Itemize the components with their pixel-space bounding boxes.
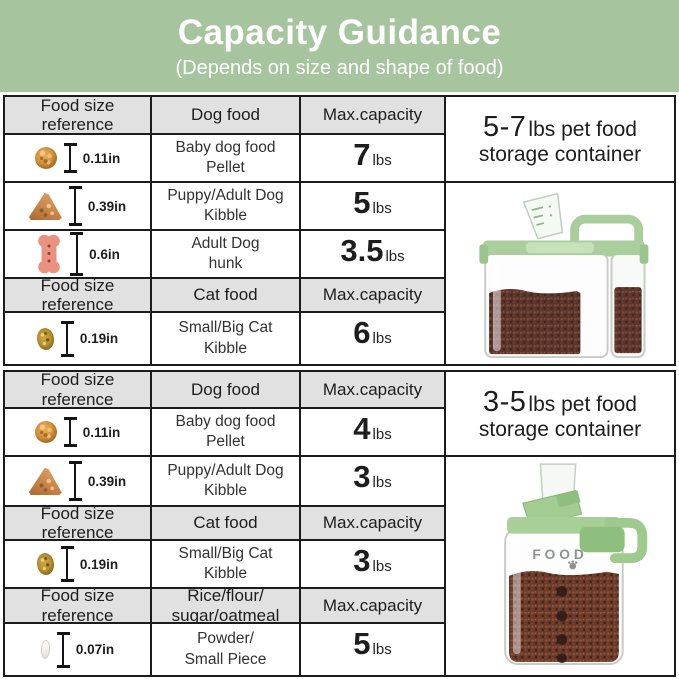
food-name-cell: Baby dog food Pellet: [152, 409, 301, 457]
capacity-table-3-5lbs: Food size reference Dog food Max.capacit…: [3, 370, 676, 677]
header-dog-food: Dog food: [152, 372, 301, 409]
header-food-size-reference: Food size reference: [5, 372, 152, 409]
food-name-cell: Baby dog food Pellet: [152, 135, 301, 183]
capacity-value: 3.5: [340, 233, 384, 268]
header-cat-food: Cat food: [152, 507, 301, 541]
capacity-value: 6: [353, 315, 371, 350]
capacity-cell: 7 lbs: [301, 135, 446, 183]
triangle-kibble-icon: [28, 192, 62, 220]
size-reference-cell: 0.6in: [5, 231, 152, 279]
measuring-cup: [522, 192, 564, 239]
measure-ruler-icon: [56, 631, 70, 668]
cat-kibble-icon: [35, 552, 56, 576]
food-name-cell: Small/Big Cat Kibble: [152, 541, 301, 589]
header-max-capacity: Max.capacity: [301, 372, 446, 409]
capacity-unit: lbs: [372, 641, 392, 658]
lid-latch-right: [639, 243, 649, 264]
capacity-unit: lbs: [372, 330, 392, 347]
measure-ruler-icon: [70, 232, 84, 276]
food-name-cell: Puppy/Adult Dog Kibble: [152, 183, 301, 231]
measure-ruler-icon: [63, 143, 77, 173]
header-food-size-reference: Food size reference: [5, 279, 152, 313]
rice-grain-icon: [40, 639, 51, 660]
food-name-cell: Powder/ Small Piece: [152, 624, 301, 675]
header-max-capacity: Max.capacity: [301, 279, 446, 313]
storage-container-3-5lbs-illustration: FOOD: [504, 463, 648, 665]
capacity-value: 4: [353, 411, 371, 446]
header-max-capacity: Max.capacity: [301, 507, 446, 541]
capacity-table-5-7lbs: Food size reference Dog food Max.capacit…: [3, 95, 676, 366]
capacity-value: 5: [353, 185, 371, 220]
capacity-value: 3: [353, 459, 371, 494]
lid-clamp: [579, 526, 625, 553]
cat-kibble-icon: [35, 326, 56, 351]
size-reference-cell: 0.07in: [5, 624, 152, 675]
header-cat-food: Cat food: [152, 279, 301, 313]
round-pellet-icon: [34, 147, 57, 169]
lid-latch-left: [479, 243, 489, 264]
measure-ruler-icon: [60, 546, 74, 582]
size-reference-cell: 0.11in: [5, 135, 152, 183]
measure-ruler-icon: [60, 320, 74, 357]
food-name-cell: Puppy/Adult Dog Kibble: [152, 457, 301, 507]
round-pellet-icon: [34, 421, 57, 443]
capacity-unit: lbs: [372, 474, 392, 491]
capacity-cell: 3.5 lbs: [301, 231, 446, 279]
product-size-range: 3-5: [482, 385, 527, 418]
container-5-7lbs-image: [446, 183, 674, 364]
header-food-size-reference: Food size reference: [5, 589, 152, 624]
product-label-line1: 5-7 lbs pet food: [482, 111, 637, 143]
paw-emblem: [568, 560, 578, 570]
bone-treat-icon: [38, 234, 60, 274]
capacity-unit: lbs: [372, 558, 392, 575]
measure-ruler-icon: [68, 461, 82, 501]
measure-ruler-icon: [63, 417, 77, 447]
header-dog-food: Dog food: [152, 97, 301, 135]
capacity-value: 7: [353, 137, 371, 172]
capacity-cell: 3 lbs: [301, 457, 446, 507]
capacity-value: 3: [353, 543, 371, 578]
header-rice-flour: Rice/flour/ sugar/oatmeal: [152, 589, 301, 624]
size-reference-cell: 0.19in: [5, 541, 152, 589]
size-reference-cell: 0.39in: [5, 183, 152, 231]
container-3-5lbs-image: FOOD: [446, 457, 674, 675]
capacity-cell: 3 lbs: [301, 541, 446, 589]
size-reference-cell: 0.11in: [5, 409, 152, 457]
capacity-cell: 6 lbs: [301, 313, 446, 364]
size-reference-cell: 0.39in: [5, 457, 152, 507]
container-handle: [604, 517, 648, 564]
kibble-fill: [489, 288, 581, 354]
header-food-size-reference: Food size reference: [5, 507, 152, 541]
triangle-kibble-icon: [28, 467, 62, 495]
kibble-fill-side: [614, 286, 642, 353]
capacity-cell: 5 lbs: [301, 183, 446, 231]
header-max-capacity: Max.capacity: [301, 97, 446, 135]
capacity-unit: lbs: [372, 200, 392, 217]
paw-prints-column: [556, 586, 568, 664]
capacity-value: 5: [353, 626, 371, 661]
header-food-size-reference: Food size reference: [5, 97, 152, 135]
page-subtitle: (Depends on size and shape of food): [175, 56, 504, 79]
product-label-3-5lbs: 3-5 lbs pet food storage container: [446, 372, 674, 457]
food-name-cell: Adult Dog hunk: [152, 231, 301, 279]
header-max-capacity: Max.capacity: [301, 589, 446, 624]
capacity-unit: lbs: [372, 152, 392, 169]
food-name-cell: Small/Big Cat Kibble: [152, 313, 301, 364]
food-print-text: FOOD: [532, 547, 587, 562]
measure-ruler-icon: [68, 186, 82, 226]
capacity-cell: 5 lbs: [301, 624, 446, 675]
banner: Capacity Guidance (Depends on size and s…: [0, 0, 679, 92]
product-label-line1: 3-5 lbs pet food: [482, 385, 637, 418]
capacity-cell: 4 lbs: [301, 409, 446, 457]
capacity-unit: lbs: [385, 248, 405, 265]
product-label-5-7lbs: 5-7 lbs pet food storage container: [446, 97, 674, 183]
page-title: Capacity Guidance: [177, 12, 502, 52]
storage-container-5-7lbs-illustration: [479, 192, 649, 358]
capacity-unit: lbs: [372, 426, 392, 443]
product-size-range: 5-7: [482, 111, 527, 143]
size-reference-cell: 0.19in: [5, 313, 152, 364]
